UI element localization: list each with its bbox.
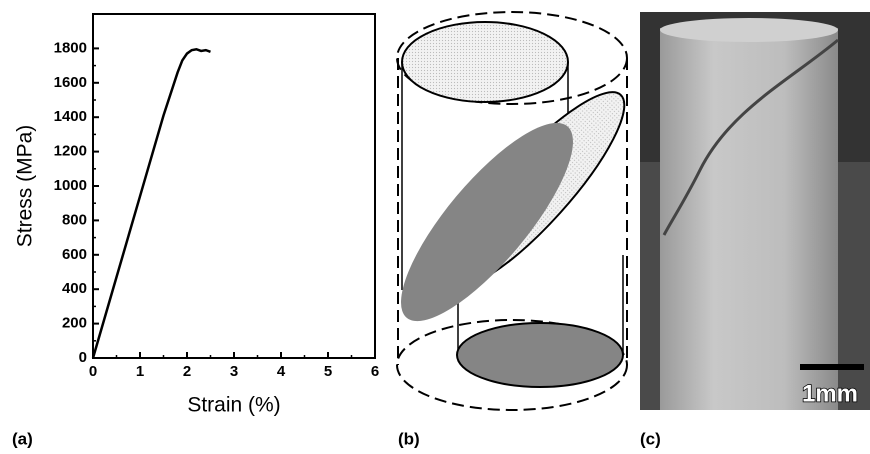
panel-label: (c) <box>640 429 661 448</box>
scale-bar-label: 1mm <box>802 380 858 407</box>
x-tick-label: 5 <box>324 363 332 380</box>
figure: 1mm (a) (b) (c) 020040060080010001200140… <box>0 0 870 454</box>
y-tick-label: 1800 <box>54 39 87 56</box>
cylinder-diagram <box>376 12 646 410</box>
y-tick-label: 1200 <box>54 143 87 160</box>
y-axis-title: Stress (MPa) <box>14 125 37 248</box>
x-tick-label: 2 <box>183 363 191 380</box>
y-tick-label: 600 <box>62 246 87 263</box>
x-tick-label: 6 <box>371 363 379 380</box>
y-tick-label: 800 <box>62 211 87 228</box>
panel-label: (b) <box>398 429 420 448</box>
y-tick-label: 1600 <box>54 74 87 91</box>
specimen-photo: 1mm <box>640 12 870 410</box>
plot-frame <box>93 14 375 358</box>
x-tick-label: 3 <box>230 363 238 380</box>
y-tick-label: 0 <box>79 349 87 366</box>
y-tick-label: 400 <box>62 280 87 297</box>
y-tick-label: 1400 <box>54 108 87 125</box>
y-tick-label: 1000 <box>54 177 87 194</box>
x-tick-label: 4 <box>277 363 286 380</box>
x-tick-label: 1 <box>136 363 144 380</box>
y-tick-label: 200 <box>62 315 87 332</box>
panel-label: (a) <box>12 429 33 448</box>
x-axis-title: Strain (%) <box>187 394 280 417</box>
x-tick-label: 0 <box>89 363 97 380</box>
stress-strain-curve <box>93 49 211 358</box>
